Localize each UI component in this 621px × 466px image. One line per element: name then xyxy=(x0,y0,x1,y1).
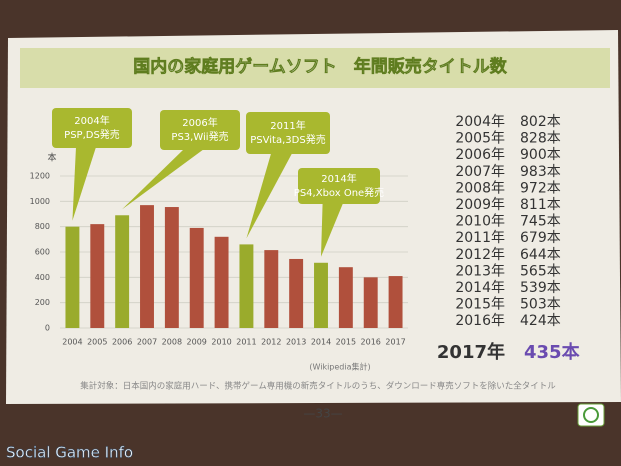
table-count: 983本 xyxy=(520,164,561,180)
table-count: 539本 xyxy=(520,280,561,296)
table-year: 2011年 xyxy=(455,230,505,246)
bar xyxy=(214,236,229,328)
table-year: 2012年 xyxy=(455,247,505,263)
table-count: 972本 xyxy=(520,180,561,196)
callout-text: 2014年 xyxy=(321,172,356,185)
x-tick-label: 2015 xyxy=(336,338,356,347)
table-year: 2009年 xyxy=(455,197,505,213)
y-tick-label: 800 xyxy=(35,222,50,231)
bar xyxy=(239,244,254,328)
callout-text: 2004年 xyxy=(74,114,109,127)
page-number: —33— xyxy=(303,407,342,421)
x-tick-label: 2012 xyxy=(261,338,281,347)
table-count: 802本 xyxy=(520,114,561,130)
bar xyxy=(90,224,105,328)
callout-text: PSP,DS発売 xyxy=(64,128,120,141)
x-tick-label: 2007 xyxy=(137,338,157,347)
bar xyxy=(115,215,130,328)
table-year: 2016年 xyxy=(455,313,505,329)
callout-pointer xyxy=(321,203,344,257)
callout-text: PSVita,3DS発売 xyxy=(250,133,325,146)
table-year: 2014年 xyxy=(455,280,505,296)
y-tick-label: 600 xyxy=(35,248,50,257)
x-tick-label: 2008 xyxy=(162,338,182,347)
bar xyxy=(164,207,179,328)
table-year: 2006年 xyxy=(455,147,505,163)
title-band xyxy=(20,48,610,88)
callout-text: PS4,Xbox One発売 xyxy=(294,186,384,199)
slide xyxy=(6,30,621,404)
highlight-year: 2017年 xyxy=(437,341,505,363)
bar xyxy=(140,205,154,328)
callout-box xyxy=(246,112,330,154)
table-year: 2013年 xyxy=(455,263,505,279)
callout-box xyxy=(160,110,240,150)
bar xyxy=(363,277,378,328)
chart-title: 国内の家庭用ゲームソフト 年間販売タイトル数 xyxy=(133,56,507,77)
table-year: 2008年 xyxy=(455,180,505,196)
table-year: 2005年 xyxy=(455,131,505,147)
callout-pointer xyxy=(122,149,204,210)
callout-text: 2011年 xyxy=(270,119,305,132)
bar xyxy=(289,258,304,328)
y-tick-label: 400 xyxy=(35,273,50,282)
table-count: 679本 xyxy=(520,230,561,246)
x-tick-label: 2006 xyxy=(112,338,132,347)
table-year: 2007年 xyxy=(455,164,505,180)
x-tick-label: 2011 xyxy=(236,338,256,347)
x-tick-label: 2017 xyxy=(385,338,405,347)
x-tick-label: 2013 xyxy=(286,338,306,347)
callout-box xyxy=(52,108,132,148)
table-year: 2010年 xyxy=(455,214,505,230)
y-tick-label: 1000 xyxy=(30,197,50,206)
logo xyxy=(577,403,605,427)
table-year: 2015年 xyxy=(455,297,505,313)
table-count: 900本 xyxy=(520,147,561,163)
source: (Wikipedia集計) xyxy=(309,362,370,372)
x-tick-label: 2016 xyxy=(361,338,381,347)
table-count: 424本 xyxy=(520,313,561,329)
x-tick-label: 2004 xyxy=(62,338,82,347)
y-axis-label: 本 xyxy=(47,152,56,164)
callout-pointer xyxy=(72,147,96,221)
table-count: 565本 xyxy=(520,263,561,279)
table-count: 503本 xyxy=(520,297,561,313)
table-year: 2004年 xyxy=(455,114,505,130)
x-tick-label: 2014 xyxy=(311,338,331,347)
bar xyxy=(65,226,80,328)
table-count: 745本 xyxy=(520,214,561,230)
y-tick-label: 0 xyxy=(45,324,50,333)
logo-mark xyxy=(583,407,599,423)
bar xyxy=(189,227,204,328)
bar xyxy=(314,262,328,328)
bar xyxy=(388,276,403,328)
x-tick-label: 2005 xyxy=(87,338,107,347)
table-count: 828本 xyxy=(520,131,561,147)
bar xyxy=(264,250,279,328)
x-tick-label: 2009 xyxy=(187,338,207,347)
table-count: 644本 xyxy=(520,247,561,263)
y-tick-label: 200 xyxy=(35,298,50,307)
y-tick-label: 1200 xyxy=(30,172,50,181)
table-count: 811本 xyxy=(520,197,561,213)
highlight-count: 435本 xyxy=(524,341,580,363)
bar xyxy=(338,267,353,328)
callout-text: 2006年 xyxy=(182,116,217,129)
callout-text: PS3,Wii発売 xyxy=(171,130,228,143)
footnote: 集計対象：日本国内の家庭用ハード、携帯ゲーム専用機の新売タイトルのうち、ダウンロ… xyxy=(80,381,556,392)
callout-box xyxy=(298,168,380,204)
watermark: Social Game Info xyxy=(6,444,133,462)
callout-pointer xyxy=(246,153,293,239)
x-tick-label: 2010 xyxy=(211,338,231,347)
